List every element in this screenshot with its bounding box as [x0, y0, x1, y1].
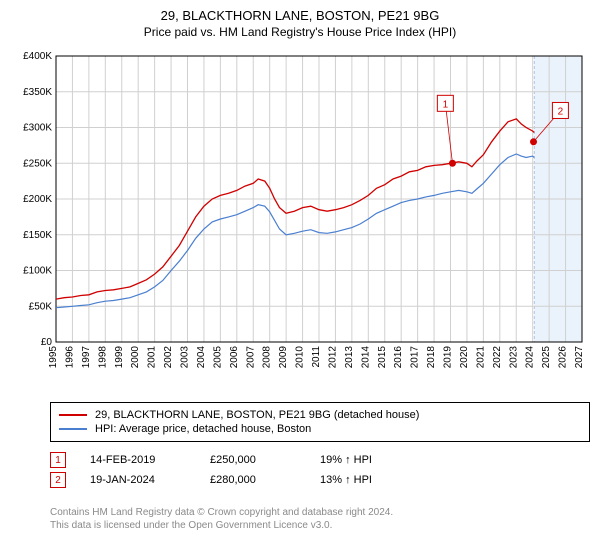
chart-subtitle: Price paid vs. HM Land Registry's House …	[0, 25, 600, 39]
svg-text:2007: 2007	[245, 346, 256, 369]
svg-text:2021: 2021	[475, 346, 486, 369]
sale-date: 19-JAN-2024	[90, 474, 210, 486]
svg-text:2013: 2013	[344, 346, 355, 369]
sale-date: 14-FEB-2019	[90, 454, 210, 466]
svg-text:2024: 2024	[525, 346, 536, 369]
attribution-line: This data is licensed under the Open Gov…	[50, 519, 590, 532]
svg-text:2011: 2011	[311, 346, 322, 368]
svg-text:2017: 2017	[410, 346, 421, 369]
svg-text:2001: 2001	[147, 346, 158, 369]
svg-text:2000: 2000	[130, 346, 141, 369]
svg-text:£150K: £150K	[23, 230, 52, 241]
svg-text:2008: 2008	[262, 346, 273, 369]
legend-item: 29, BLACKTHORN LANE, BOSTON, PE21 9BG (d…	[59, 409, 581, 421]
svg-text:2025: 2025	[541, 346, 552, 369]
svg-text:2012: 2012	[327, 346, 338, 369]
svg-text:£200K: £200K	[23, 194, 52, 205]
svg-text:£400K: £400K	[23, 51, 52, 62]
svg-text:2: 2	[558, 106, 564, 117]
svg-text:2027: 2027	[574, 346, 585, 369]
title-area: 29, BLACKTHORN LANE, BOSTON, PE21 9BG Pr…	[0, 0, 600, 39]
sale-row: 1 14-FEB-2019 £250,000 19% ↑ HPI	[50, 452, 590, 468]
legend-swatch	[59, 414, 87, 416]
svg-text:1996: 1996	[64, 346, 75, 369]
svg-text:1998: 1998	[97, 346, 108, 369]
chart-title: 29, BLACKTHORN LANE, BOSTON, PE21 9BG	[0, 8, 600, 23]
legend-swatch	[59, 428, 87, 430]
svg-text:2026: 2026	[558, 346, 569, 369]
svg-text:£300K: £300K	[23, 123, 52, 134]
svg-text:2019: 2019	[443, 346, 454, 369]
svg-text:1997: 1997	[81, 346, 92, 369]
legend: 29, BLACKTHORN LANE, BOSTON, PE21 9BG (d…	[50, 402, 590, 442]
svg-text:1: 1	[443, 99, 449, 110]
svg-text:2020: 2020	[459, 346, 470, 369]
sale-marker-box: 1	[50, 452, 66, 468]
svg-text:2022: 2022	[492, 346, 503, 369]
svg-text:£100K: £100K	[23, 266, 52, 277]
sale-price: £250,000	[210, 454, 320, 466]
legend-label: HPI: Average price, detached house, Bost…	[95, 423, 311, 435]
svg-text:2002: 2002	[163, 346, 174, 369]
svg-text:2003: 2003	[180, 346, 191, 369]
svg-text:£50K: £50K	[29, 301, 53, 312]
svg-text:2005: 2005	[212, 346, 223, 369]
svg-text:£250K: £250K	[23, 158, 52, 169]
svg-text:2006: 2006	[229, 346, 240, 369]
svg-text:2004: 2004	[196, 346, 207, 369]
attribution: Contains HM Land Registry data © Crown c…	[50, 506, 590, 532]
chart-plot: £0£50K£100K£150K£200K£250K£300K£350K£400…	[10, 48, 590, 388]
sale-row: 2 19-JAN-2024 £280,000 13% ↑ HPI	[50, 472, 590, 488]
legend-label: 29, BLACKTHORN LANE, BOSTON, PE21 9BG (d…	[95, 409, 419, 421]
sale-marker-box: 2	[50, 472, 66, 488]
chart-container: 29, BLACKTHORN LANE, BOSTON, PE21 9BG Pr…	[0, 0, 600, 560]
legend-item: HPI: Average price, detached house, Bost…	[59, 423, 581, 435]
svg-text:2014: 2014	[360, 346, 371, 369]
svg-text:2023: 2023	[508, 346, 519, 369]
svg-text:2016: 2016	[393, 346, 404, 369]
svg-text:£350K: £350K	[23, 87, 52, 98]
svg-text:2009: 2009	[278, 346, 289, 369]
svg-text:1995: 1995	[48, 346, 59, 369]
sales-table: 1 14-FEB-2019 £250,000 19% ↑ HPI 2 19-JA…	[50, 448, 590, 492]
sale-above-hpi: 13% ↑ HPI	[320, 474, 440, 486]
svg-text:2018: 2018	[426, 346, 437, 369]
chart-svg: £0£50K£100K£150K£200K£250K£300K£350K£400…	[10, 48, 590, 388]
sale-price: £280,000	[210, 474, 320, 486]
sale-above-hpi: 19% ↑ HPI	[320, 454, 440, 466]
svg-text:2015: 2015	[377, 346, 388, 369]
svg-text:1999: 1999	[114, 346, 125, 369]
svg-text:2010: 2010	[295, 346, 306, 369]
attribution-line: Contains HM Land Registry data © Crown c…	[50, 506, 590, 519]
